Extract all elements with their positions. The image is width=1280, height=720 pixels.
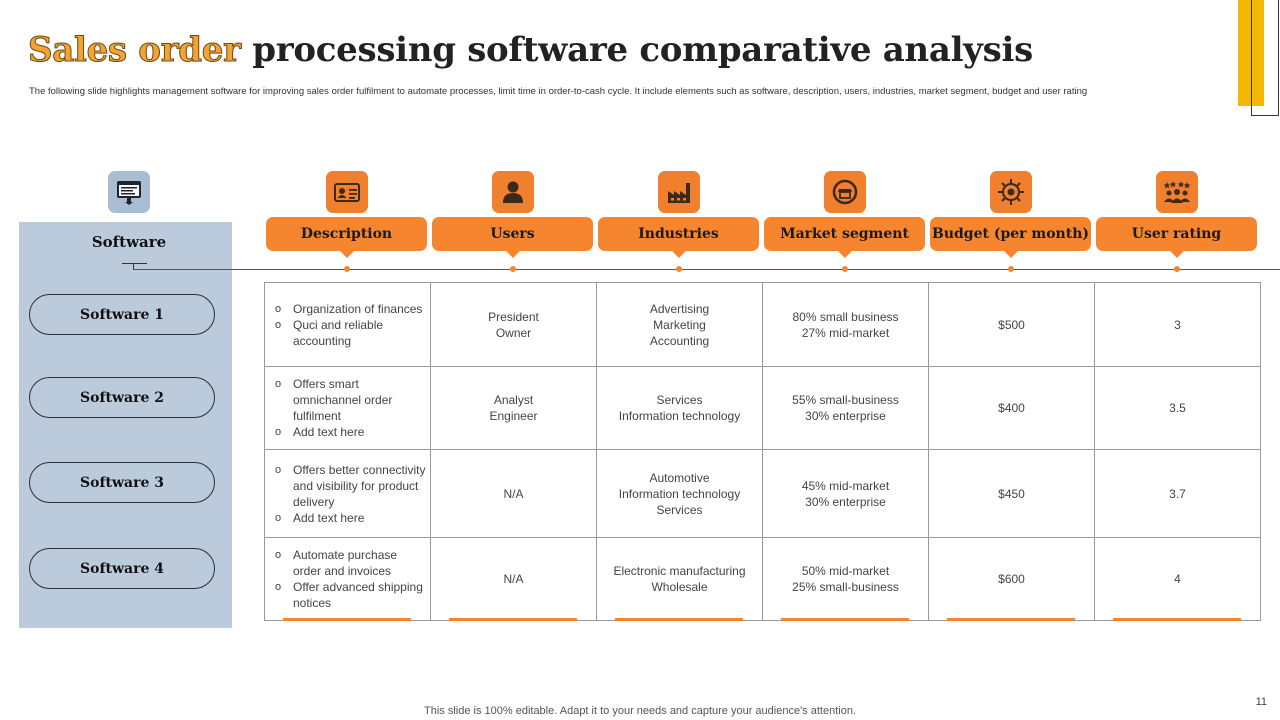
connector-stem [133,263,134,270]
table-row: Organization of finances Quci and reliab… [264,282,1261,367]
connector-dot [842,266,848,272]
industries-cell: Electronic manufacturing Wholesale [596,537,763,621]
software-1-pill: Software 1 [29,294,215,335]
page-subtitle: The following slide highlights managemen… [29,86,1088,97]
users-cell: N/A [430,537,597,621]
list-item: Offer advanced shipping notices [273,579,426,611]
comparison-table: Organization of finances Quci and reliab… [264,282,1261,621]
list-item: Offers smart omnichannel order fulfilmen… [273,376,426,424]
factory-icon [658,171,700,213]
audience-rating-icon [1156,171,1198,213]
budget-cell: $500 [928,282,1095,367]
connector-dot [344,266,350,272]
software-header: Software [91,233,167,251]
browser-icon [108,171,150,213]
list-item: Add text here [273,510,426,526]
user-icon [492,171,534,213]
industries-cell: Advertising Marketing Accounting [596,282,763,367]
column-header-user-rating: User rating [1096,217,1257,258]
market-segment-cell: 45% mid-market 30% enterprise [762,449,929,538]
list-item: Organization of finances [273,301,426,317]
column-accent-bar [1113,618,1241,621]
description-cell: Organization of finances Quci and reliab… [264,282,431,367]
list-item: Offers better connectivity and visibilit… [273,462,426,510]
rating-cell: 3 [1094,282,1261,367]
software-2-pill: Software 2 [29,377,215,418]
column-header-industries: Industries [598,217,759,258]
description-cell: Offers better connectivity and visibilit… [264,449,431,538]
page-title: Sales order processing software comparat… [28,30,1034,71]
users-cell: President Owner [430,282,597,367]
description-cell: Offers smart omnichannel order fulfilmen… [264,366,431,450]
industries-cell: Services Information technology [596,366,763,450]
rating-cell: 3.5 [1094,366,1261,450]
table-row: Automate purchase order and invoices Off… [264,537,1261,621]
connector-tick [122,263,147,264]
budget-cell: $400 [928,366,1095,450]
connector-dot [676,266,682,272]
table-row: Offers smart omnichannel order fulfilmen… [264,366,1261,450]
column-header-description: Description [266,217,427,258]
footer-note: This slide is 100% editable. Adapt it to… [424,705,856,717]
users-cell: N/A [430,449,597,538]
list-item: Add text here [273,424,426,440]
users-cell: Analyst Engineer [430,366,597,450]
rating-cell: 4 [1094,537,1261,621]
connector-dot [510,266,516,272]
budget-cell: $450 [928,449,1095,538]
market-segment-cell: 55% small-business 30% enterprise [762,366,929,450]
decor-outline-bar [1251,0,1279,116]
software-4-pill: Software 4 [29,548,215,589]
table-row: Offers better connectivity and visibilit… [264,449,1261,538]
market-segment-cell: 50% mid-market 25% small-business [762,537,929,621]
column-accent-bar [615,618,743,621]
id-card-icon [326,171,368,213]
budget-target-icon [990,171,1032,213]
column-header-budget: Budget (per month) [930,217,1091,258]
column-accent-bar [449,618,577,621]
connector-line [133,269,1280,270]
column-header-market-segment: Market segment [764,217,925,258]
list-item: Automate purchase order and invoices [273,547,426,579]
title-highlight: Sales order [28,30,242,71]
software-3-pill: Software 3 [29,462,215,503]
list-item: Quci and reliable accounting [273,317,426,349]
market-stall-icon [824,171,866,213]
budget-cell: $600 [928,537,1095,621]
connector-dot [1174,266,1180,272]
column-header-users: Users [432,217,593,258]
column-accent-bar [781,618,909,621]
page-number: 11 [1255,696,1267,708]
rating-cell: 3.7 [1094,449,1261,538]
title-rest: processing software comparative analysis [252,30,1033,70]
column-accent-bar [947,618,1075,621]
industries-cell: Automotive Information technology Servic… [596,449,763,538]
description-cell: Automate purchase order and invoices Off… [264,537,431,621]
market-segment-cell: 80% small business 27% mid-market [762,282,929,367]
column-accent-bar [283,618,411,621]
connector-dot [1008,266,1014,272]
